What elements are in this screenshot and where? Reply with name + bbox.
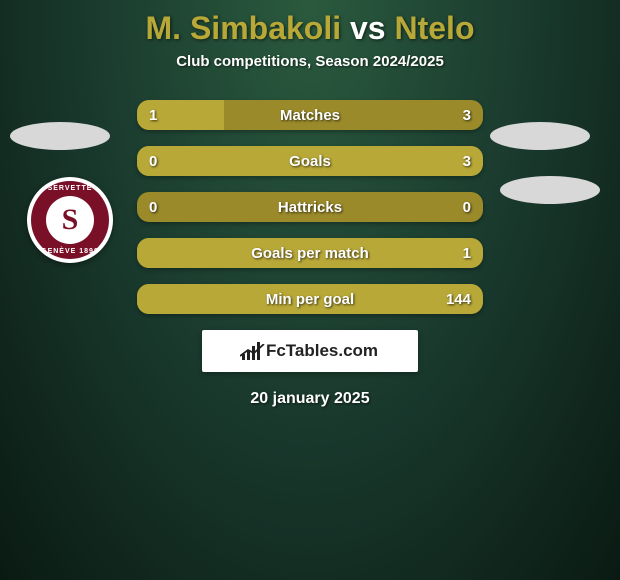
servette-text-bottom: GENÈVE 1890: [31, 248, 109, 255]
player1-club-badge: SERVETTE S GENÈVE 1890: [27, 177, 113, 263]
stat-row: 0Goals3: [137, 146, 483, 176]
stat-label: Goals: [137, 146, 483, 176]
vs-text: vs: [350, 10, 386, 46]
date: 20 january 2025: [0, 390, 620, 408]
player2-club-placeholder: [500, 176, 600, 204]
stat-label: Min per goal: [137, 284, 483, 314]
subtitle: Club competitions, Season 2024/2025: [0, 53, 620, 70]
stat-value-right: 144: [446, 284, 471, 314]
stat-value-right: 0: [463, 192, 471, 222]
stat-value-right: 1: [463, 238, 471, 268]
servette-text-top: SERVETTE: [31, 185, 109, 192]
player1-photo-placeholder: [10, 122, 110, 150]
stats-container: 1Matches30Goals30Hattricks0Goals per mat…: [137, 100, 483, 314]
stat-value-right: 3: [463, 100, 471, 130]
chart-icon: [242, 342, 260, 360]
stat-row: 1Matches3: [137, 100, 483, 130]
servette-badge-inner: S: [46, 196, 94, 244]
watermark-text: FcTables.com: [266, 341, 378, 361]
player2-name: Ntelo: [394, 10, 474, 46]
servette-badge-ring: SERVETTE S GENÈVE 1890: [31, 181, 109, 259]
stat-row: Goals per match1: [137, 238, 483, 268]
stat-label: Matches: [137, 100, 483, 130]
stat-label: Hattricks: [137, 192, 483, 222]
watermark: FcTables.com: [202, 330, 418, 372]
comparison-title: M. Simbakoli vs Ntelo: [0, 10, 620, 47]
content-wrapper: M. Simbakoli vs Ntelo Club competitions,…: [0, 0, 620, 408]
player1-name: M. Simbakoli: [146, 10, 342, 46]
stat-label: Goals per match: [137, 238, 483, 268]
servette-badge-outer: SERVETTE S GENÈVE 1890: [27, 177, 113, 263]
stat-row: Min per goal144: [137, 284, 483, 314]
stat-value-right: 3: [463, 146, 471, 176]
stat-row: 0Hattricks0: [137, 192, 483, 222]
player2-photo-placeholder: [490, 122, 590, 150]
